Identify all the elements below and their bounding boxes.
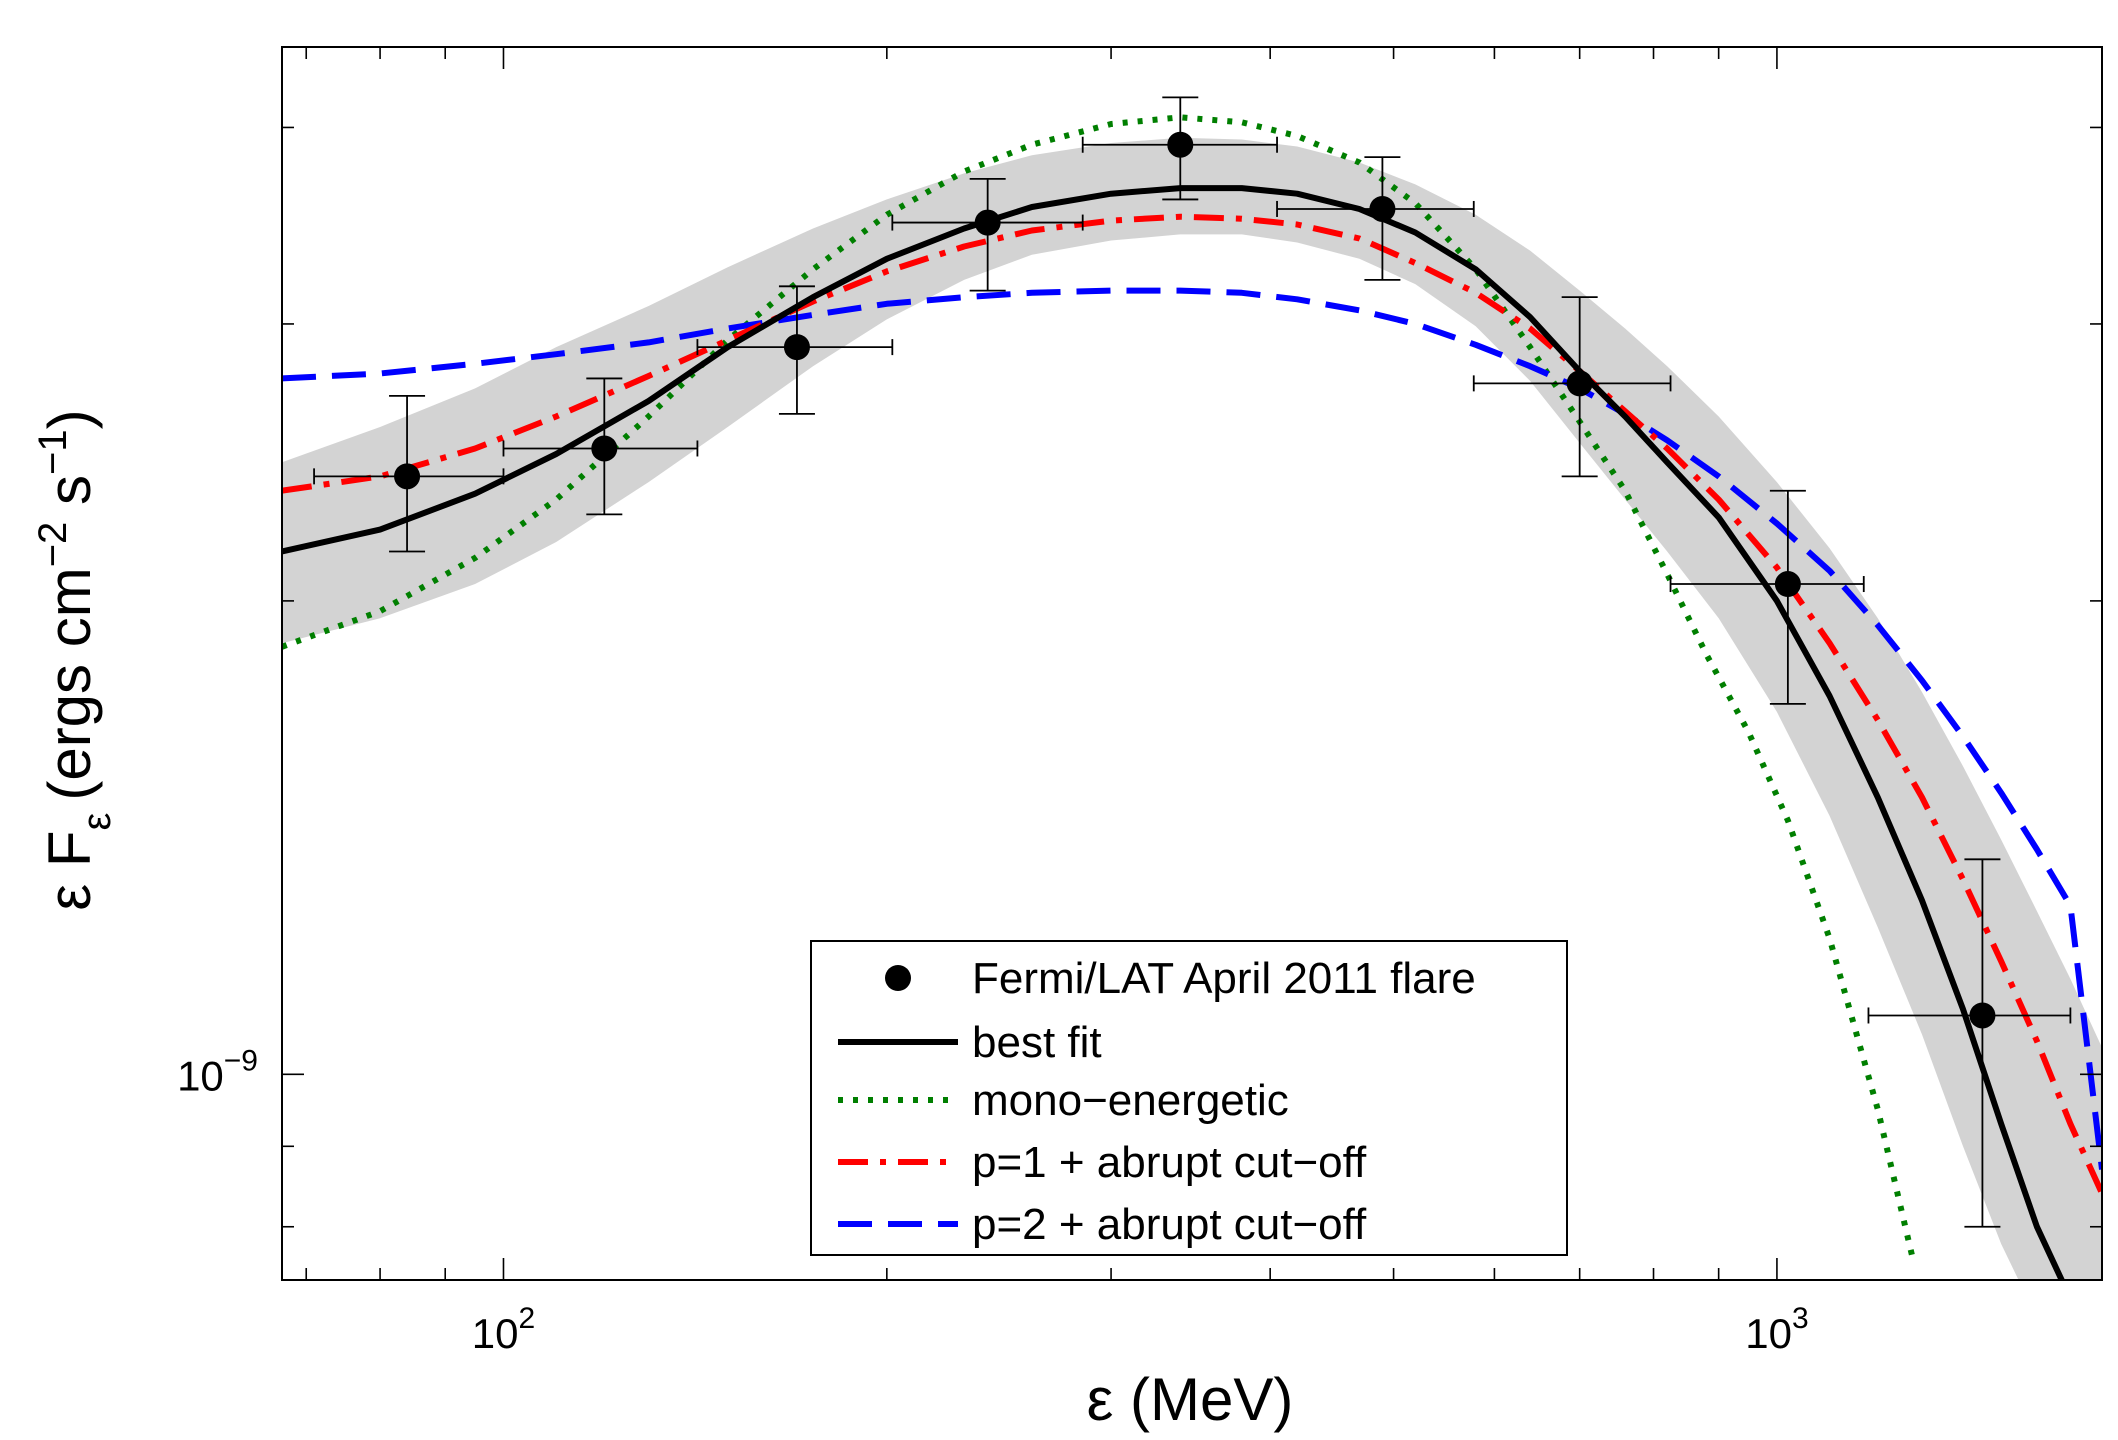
legend-entry: Fermi/LAT April 2011 flare [885, 954, 1476, 1003]
legend-entry: best fit [838, 1018, 1102, 1067]
data-point [1276, 156, 1475, 281]
plot-frame [281, 46, 2103, 1281]
data-point-marker [783, 334, 810, 361]
data-point [1669, 489, 1865, 705]
data-point [891, 177, 1084, 292]
data-point-marker [974, 209, 1001, 236]
data-point [696, 285, 894, 415]
data-point-marker [1369, 195, 1396, 222]
data-point-marker [1969, 1002, 1996, 1029]
data-point-marker [1566, 370, 1593, 397]
uncertainty-band [282, 137, 2102, 1280]
data-point [1472, 296, 1672, 478]
x-axis-title: ε (MeV) [1087, 1366, 1294, 1433]
legend-label: p=1 + abrupt cut−off [972, 1138, 1367, 1187]
legend-label: best fit [972, 1018, 1102, 1067]
x-tick-label: 103 [1745, 1302, 1808, 1357]
data-point-marker [591, 435, 618, 462]
series-line-p-2-abrupt-cut-off [282, 287, 2102, 1170]
legend-entry: p=1 + abrupt cut−off [838, 1138, 1367, 1187]
legend-label: p=2 + abrupt cut−off [972, 1200, 1367, 1249]
data-point-marker [394, 463, 421, 490]
data-point [502, 377, 699, 516]
series-line-p-1-abrupt-cut-off [282, 213, 2102, 1195]
y-axis-title: ε Fε(ergs cm−2 s−1) [31, 409, 119, 910]
legend-label: mono−energetic [972, 1076, 1289, 1125]
legend-entry: mono−energetic [838, 1076, 1289, 1125]
legend-entry: p=2 + abrupt cut−off [838, 1200, 1367, 1249]
data-point-marker [1774, 571, 1801, 598]
x-tick-label: 102 [472, 1302, 535, 1357]
data-point [1867, 858, 2072, 1228]
data-point-marker [1167, 131, 1194, 158]
legend-box [810, 940, 1568, 1256]
data-point [1081, 96, 1278, 201]
data-point [313, 395, 505, 553]
legend-label: Fermi/LAT April 2011 flare [972, 954, 1476, 1003]
legend: Fermi/LAT April 2011 flare best fit mono−e… [810, 940, 1568, 1256]
legend-marker [885, 965, 911, 991]
y-tick-label: 10−9 [177, 1044, 258, 1099]
